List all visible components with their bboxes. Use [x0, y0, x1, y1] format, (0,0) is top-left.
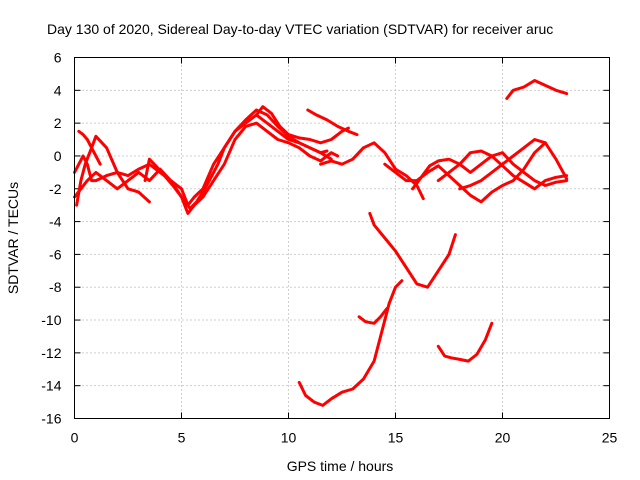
x-tick-label: 10 [281, 430, 297, 446]
series-arc-f [254, 105, 350, 145]
series-arc-q [436, 321, 494, 363]
y-tick-label: -10 [41, 312, 61, 328]
plot-frame [74, 57, 610, 419]
x-tick-label: 0 [71, 430, 79, 446]
series-arc-h [319, 141, 425, 201]
series-arc-d [77, 129, 102, 166]
series-arc-g [306, 108, 359, 137]
y-tick-label: -4 [49, 214, 62, 230]
x-tick-label: 5 [178, 430, 186, 446]
series-arc-e [143, 108, 333, 210]
y-tick-label: -8 [49, 279, 62, 295]
y-tick-label: 6 [54, 50, 62, 66]
series-arc-o [297, 279, 404, 407]
y-tick-label: -12 [41, 345, 61, 361]
y-tick-label: 0 [54, 148, 62, 164]
y-tick-label: -16 [41, 411, 61, 427]
series-arc-l [458, 138, 547, 191]
x-axis-title: GPS time / hours [287, 458, 394, 474]
series-arc-m [505, 79, 569, 100]
series-arc-i [383, 141, 569, 204]
y-tick-label: -14 [41, 378, 61, 394]
grid-lines [74, 57, 610, 419]
x-tick-label: 25 [602, 430, 618, 446]
y-tick-label: -2 [49, 181, 62, 197]
series-arc-n [368, 211, 457, 289]
y-tick-label: 2 [54, 115, 62, 131]
series-arc-p [357, 307, 389, 325]
y-tick-label: 4 [54, 82, 62, 98]
y-axis-title: SDTVAR / TECUs [5, 182, 21, 294]
y-tick-label: -6 [49, 246, 62, 262]
axis-ticks: 0 5 10 15 20 25 -16 -14 -12 -10 -8 -6 -4 -2 0 2 4 6 [41, 50, 617, 446]
chart-title: Day 130 of 2020, Sidereal Day-to-day VTE… [47, 21, 553, 37]
series-lines [73, 79, 569, 407]
x-tick-label: 20 [495, 430, 511, 446]
x-tick-label: 15 [388, 430, 404, 446]
series-arc-c [75, 134, 151, 207]
